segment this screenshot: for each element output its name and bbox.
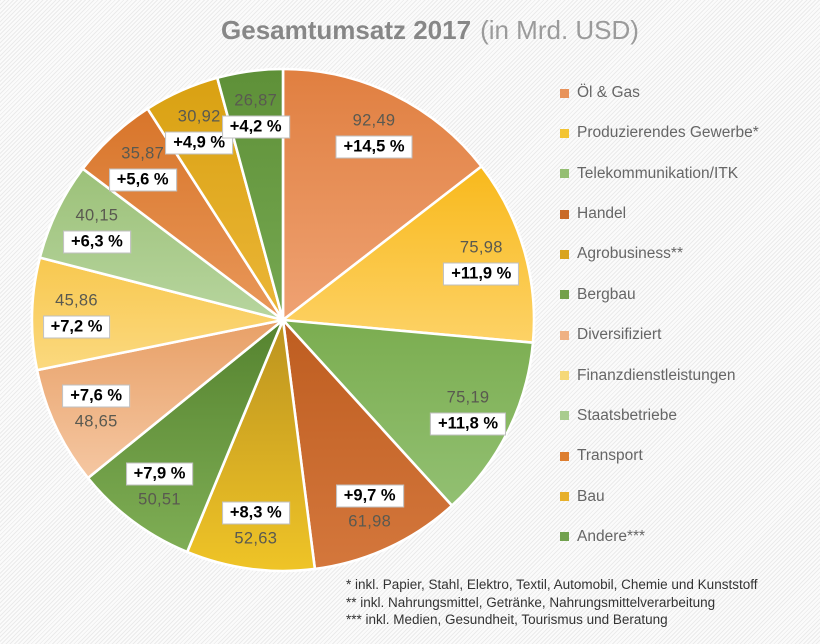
footnote-3: *** inkl. Medien, Gesundheit, Tourismus … — [346, 612, 668, 627]
legend-label: Staatsbetriebe — [577, 406, 677, 424]
pie-slice-4 — [281, 318, 454, 571]
legend: Öl & Gas Produzierendes Gewerbe* Telekommu… — [560, 84, 810, 546]
legend-item-12: Andere*** — [560, 528, 810, 546]
legend-item-9: Staatsbetriebe — [560, 407, 810, 425]
chart-title: Gesamtumsatz 2017 (in Mrd. USD) — [0, 14, 820, 46]
legend-item-4: Handel — [560, 205, 810, 223]
legend-marker-icon — [560, 290, 569, 300]
legend-item-2: Produzierendes Gewerbe* — [560, 124, 810, 142]
legend-label: Öl & Gas — [577, 84, 640, 101]
legend-item-5: Agrobusiness** — [560, 245, 810, 263]
legend-item-1: Öl & Gas — [560, 84, 810, 102]
legend-item-7: Diversifiziert — [560, 326, 810, 344]
legend-item-8: Finanzdienstleistungen — [560, 367, 810, 385]
pie-slice-2 — [281, 165, 536, 345]
legend-item-10: Transport — [560, 447, 810, 465]
pie-slice-3 — [281, 318, 535, 507]
legend-label: Finanzdienstleistungen — [577, 366, 736, 384]
footnotes: * inkl. Papier, Stahl, Elektro, Textil, … — [346, 576, 757, 629]
legend-label: Andere*** — [577, 527, 646, 545]
legend-label: Produzierendes Gewerbe* — [577, 124, 759, 142]
legend-item-3: Telekommunikation/ITK — [560, 165, 810, 183]
pie-slice-7 — [35, 318, 285, 480]
legend-item-11: Bau — [560, 488, 810, 506]
pie-slice-1 — [281, 67, 483, 322]
legend-marker-icon — [560, 209, 569, 219]
legend-marker-icon — [560, 371, 569, 381]
legend-label: Bergbau — [577, 285, 636, 303]
pie-slice-6 — [86, 318, 285, 554]
legend-label: Handel — [577, 205, 627, 223]
legend-label: Diversifiziert — [577, 326, 662, 344]
legend-label: Agrobusiness** — [577, 245, 683, 263]
legend-marker-icon — [560, 330, 569, 340]
legend-marker-icon — [560, 128, 569, 138]
footnote-1: * inkl. Papier, Stahl, Elektro, Textil, … — [346, 577, 758, 592]
legend-label: Telekommunikation/ITK — [577, 164, 739, 182]
chart-title-unit: (in Mrd. USD) — [480, 15, 639, 45]
legend-label: Bau — [577, 487, 605, 505]
legend-marker-icon — [560, 411, 569, 421]
legend-marker-icon — [560, 451, 569, 461]
legend-item-6: Bergbau — [560, 286, 810, 304]
legend-marker-icon — [560, 532, 569, 542]
legend-marker-icon — [560, 249, 569, 259]
pie-slice-8 — [30, 256, 285, 372]
legend-label: Transport — [577, 447, 643, 465]
footnote-2: ** inkl. Nahrungsmittel, Getränke, Nahru… — [346, 594, 716, 610]
legend-marker-icon — [560, 492, 569, 502]
chart-title-main: Gesamtumsatz 2017 — [221, 15, 472, 45]
legend-marker-icon — [560, 169, 569, 179]
legend-marker-icon — [560, 88, 569, 98]
